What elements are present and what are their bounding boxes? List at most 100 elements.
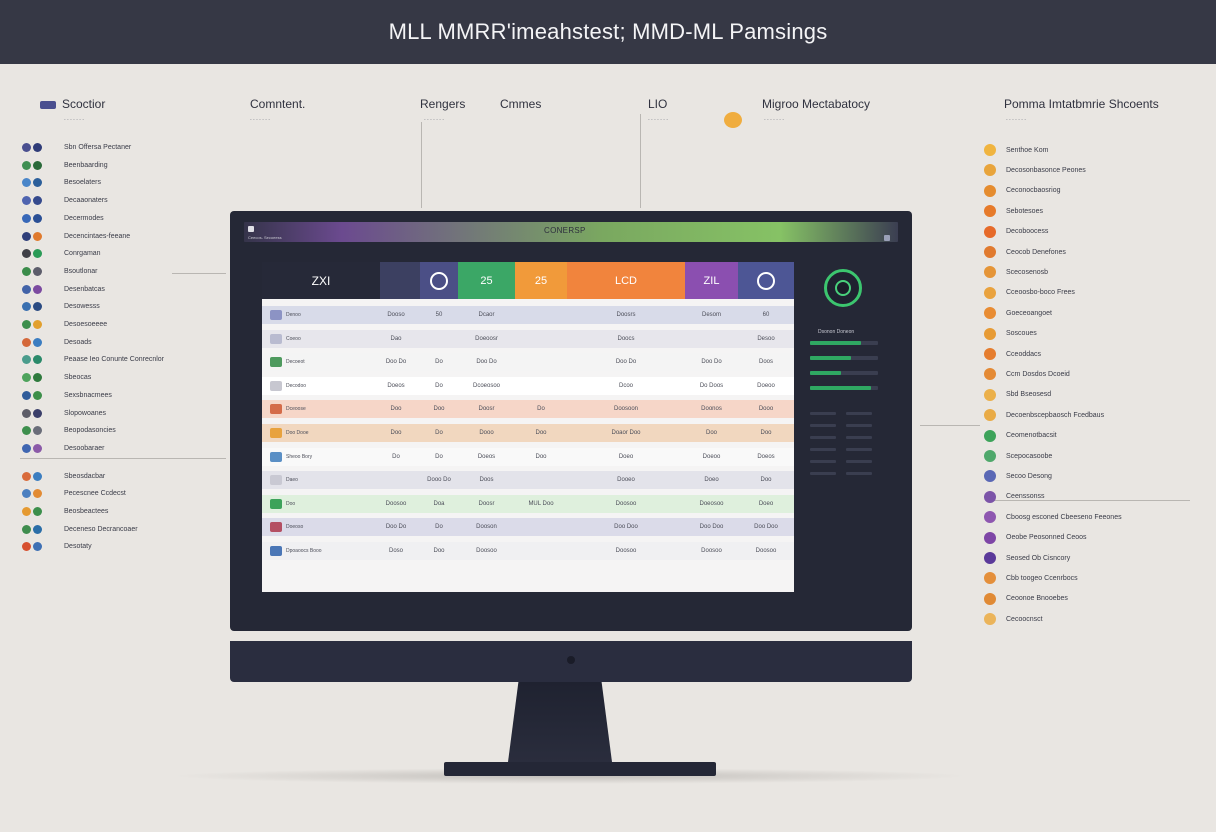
left-list-item[interactable]: Desoobaraer [22,443,104,453]
table-row[interactable]: Decodoo Doeos Do Dcoeosoo Dcoo Do Doos Doeoo [262,376,794,395]
table-row[interactable]: Daeo Dooo Do Doos Dooeo Doeo Doo [262,471,794,490]
left-list-item[interactable]: Desotaty [22,542,92,552]
table-row[interactable]: Decoeot Doo Do Do Doo Do Doo Do Doo Do Doos [262,353,794,372]
category-icon [22,471,31,481]
right-list-item[interactable]: Seosed Ob Cisncory [984,552,1070,564]
table-cell: Dooson [476,524,497,531]
right-list-item[interactable]: Ceconocbaosriog [984,184,1060,197]
table-row[interactable]: Doeoso Doo Do Do Dooson Doo Doo Doo Doo Doo Do… [262,518,794,537]
right-list-item[interactable]: Ccm Dosdos Dcoeid [984,368,1070,381]
right-list-item[interactable]: Ceomenotbacsit [984,429,1057,442]
right-list-item[interactable]: Sebotesoes [984,205,1043,218]
table-cell: Doo Doo [699,524,724,531]
table-column-header[interactable]: 25 [515,262,567,299]
divider [172,273,226,274]
header-pomma: Pomma Imtatbmrie Shcoents [1004,97,1159,111]
left-list-item[interactable]: Desoesoeeee [22,320,107,329]
right-list-item[interactable]: Sbd Bseosesd [984,388,1051,401]
row-label: Coeoo [286,335,301,342]
category-icon [22,213,31,223]
left-list-item[interactable]: Slopowoanes [22,408,106,418]
right-list-label: Ceocob Denefones [1006,248,1066,256]
category-icon [22,426,31,436]
table-column-header[interactable]: 25 [458,262,515,299]
row-icon [270,357,282,368]
panel-bar-fill [810,386,872,390]
right-list-item[interactable]: Scecosenosb [984,266,1048,279]
table-cell: Doeosoo [699,500,724,507]
left-list-item[interactable]: Desenbatcas [22,284,105,294]
left-list-item[interactable]: Sexsbnacmees [22,390,112,400]
table-row[interactable]: Dpoaoocs Booo Doso Doo Doosoo Doosoo Doosoo Do… [262,542,794,560]
left-list-item[interactable]: Sbn Offersa Pectaner [22,143,131,152]
power-button[interactable] [567,656,575,664]
right-list-label: Senthoe Kom [1006,146,1049,154]
window-control-icon[interactable] [884,235,890,241]
table-row[interactable]: Doo Doosoo Doa Doosr MUL Doo Doosoo Doeosoo Doe… [262,494,794,513]
table-cell: Dooo Do [427,477,451,484]
category-icon [22,231,31,241]
table-column-header[interactable]: ZIL [685,262,738,299]
right-list-item[interactable]: Cbb toogeo Ccenrbocs [984,572,1078,585]
right-list-label: Ceomenotbacsit [1006,432,1057,440]
right-list-item[interactable]: Cceoddacs [984,348,1041,360]
left-list-item[interactable]: Bsoutlonar [22,266,97,276]
left-list-item[interactable]: Peaase Ieo Conunte Conrecnlor [22,355,164,365]
left-list-item[interactable]: Sbeosdacbar [22,471,105,481]
right-list-item[interactable]: Cecoocnsct [984,613,1043,626]
category-icon [984,592,996,605]
right-list-item[interactable]: Soscoues [984,327,1037,340]
table-row[interactable]: Denoo Dooso 50 Dcaor Doosrs Desom 60 [262,306,794,324]
left-list-item[interactable]: Desowesss [22,302,100,312]
table-cell: Doa [433,500,445,507]
left-list-item[interactable]: Decencintaes-feeane [22,231,130,241]
left-list-item[interactable]: Beosbeactees [22,507,108,516]
left-list-label: Desoads [64,338,92,346]
data-table: ZXI 25 25 LCD ZIL Denoo Dooso 50 Dcaor Doosrs De… [262,262,794,592]
category-icon [22,266,31,276]
table-column-header[interactable] [420,262,458,299]
right-list-item[interactable]: Cceoosbo-boco Frees [984,286,1075,299]
right-list-item[interactable]: Cboosg esconed Cbeeseno Feeones [984,511,1122,524]
right-list-item[interactable]: Ceocob Denefones [984,246,1066,258]
panel-bar-fill [810,356,851,360]
table-column-header[interactable] [738,262,794,299]
left-list-item[interactable]: Beopodasoncies [22,426,116,436]
right-list-item[interactable]: Decosonbasonce Peones [984,164,1086,177]
category-icon [984,184,996,197]
left-list-item[interactable]: Decermodes [22,213,104,223]
table-row[interactable]: Sheoo Bory Do Do Doeos Doo Doeo Doeoo Doeos [262,447,794,466]
right-list-item[interactable]: Ceoonoe Bnooebes [984,592,1068,605]
table-row[interactable]: Doo Dooe Doo Do Dooo Doo Doaor Doo Doo Doo [262,424,794,442]
table-cell: Doosoo [755,548,777,554]
right-list-label: Cceoosbo-boco Frees [1006,289,1075,297]
right-list-item[interactable]: Senthoe Kom [984,144,1048,156]
panel-stat-bar [810,472,836,475]
table-column-header[interactable] [380,262,420,299]
right-list-item[interactable]: Scepocasoobe [984,450,1052,462]
right-list-item[interactable]: Secoo Desong [984,470,1052,483]
table-row[interactable]: Coeoo Dao Doeoosr Doocs Desoo [262,329,794,348]
table-row[interactable]: Dceoose Doo Doo Doosr Do Doosoon Doonos Dooo [262,400,794,419]
left-list-item[interactable]: Besoelaters [22,178,101,188]
divider [421,122,422,208]
left-list-item[interactable]: Deceneso Decrancoaer [22,524,138,534]
row-label: Sheoo Bory [286,453,313,460]
left-list-item[interactable]: Desoads [22,337,92,347]
table-column-header[interactable]: LCD [567,262,685,299]
right-list-item[interactable]: Ceenssonss [984,490,1045,503]
category-icon [22,542,31,552]
page-title: MLL MMRR'imeahstest; MMD-ML Pamsings [388,19,828,44]
left-list-item[interactable]: Sbeocas [22,373,91,383]
right-list-item[interactable]: Goeceoangoet [984,307,1052,320]
right-list-label: Soscoues [1006,330,1037,338]
right-list-item[interactable]: Decoboocess [984,225,1048,238]
left-list-item[interactable]: Conrgaman [22,249,101,259]
table-cell: Doo Do [385,524,407,531]
panel-stat-bar [846,436,872,439]
left-list-item[interactable]: Decaaonaters [22,196,108,206]
right-list-item[interactable]: Decoenbscepbaosch Fcedbaus [984,409,1104,422]
left-list-item[interactable]: Pecescnee Ccdecst [22,489,126,499]
left-list-item[interactable]: Beenbaarding [22,160,108,170]
right-list-item[interactable]: Oeobe Peosonned Ceoos [984,531,1087,544]
